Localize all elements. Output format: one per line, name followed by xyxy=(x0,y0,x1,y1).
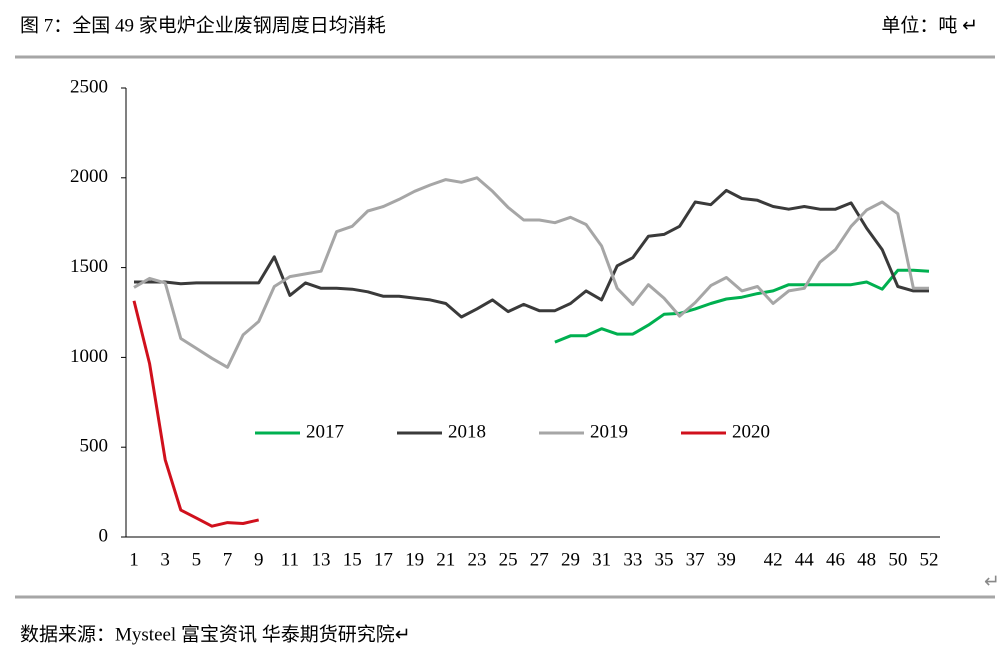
legend-label: 2019 xyxy=(590,421,628,442)
x-tick-label: 35 xyxy=(655,549,674,570)
x-tick-label: 31 xyxy=(592,549,611,570)
legend-label: 2017 xyxy=(306,421,344,442)
x-tick-label: 7 xyxy=(223,549,233,570)
y-tick-label: 1000 xyxy=(70,346,108,367)
x-tick-label: 27 xyxy=(530,549,549,570)
legend-label: 2020 xyxy=(732,421,770,442)
x-tick-label: 23 xyxy=(467,549,486,570)
x-tick-label: 15 xyxy=(343,549,362,570)
x-tick-label: 1 xyxy=(129,549,139,570)
x-tick-label: 5 xyxy=(192,549,202,570)
series-line xyxy=(554,268,930,344)
x-tick-label: 42 xyxy=(764,549,783,570)
y-tick-label: 2500 xyxy=(70,76,108,97)
chart-title: 图 7：全国 49 家电炉企业废钢周度日均消耗 xyxy=(20,14,386,36)
x-tick-label: 9 xyxy=(254,549,264,570)
series-line xyxy=(134,188,929,319)
series-line xyxy=(132,300,260,528)
x-tick-label: 21 xyxy=(436,549,455,570)
unit-label: 单位：吨 ↵ xyxy=(881,14,978,36)
x-tick-label: 48 xyxy=(857,549,876,570)
x-tick-label: 13 xyxy=(312,549,331,570)
x-tick-label: 3 xyxy=(160,549,170,570)
x-tick-label: 29 xyxy=(561,549,580,570)
legend-label: 2018 xyxy=(448,421,486,442)
paragraph-mark: ↵ xyxy=(984,571,1000,592)
y-tick-label: 2000 xyxy=(70,166,108,187)
x-tick-label: 17 xyxy=(374,549,393,570)
x-tick-label: 50 xyxy=(888,549,907,570)
x-tick-label: 39 xyxy=(717,549,736,570)
x-tick-label: 11 xyxy=(281,549,299,570)
x-tick-label: 52 xyxy=(920,549,939,570)
source-note: 数据来源：Mysteel 富宝资讯 华泰期货研究院↵ xyxy=(20,623,411,645)
x-tick-label: 33 xyxy=(623,549,642,570)
y-tick-label: 0 xyxy=(99,525,109,546)
series-line xyxy=(133,176,929,369)
y-tick-label: 500 xyxy=(80,436,109,457)
x-tick-label: 46 xyxy=(826,549,845,570)
x-tick-label: 19 xyxy=(405,549,424,570)
x-tick-label: 25 xyxy=(499,549,518,570)
x-tick-label: 44 xyxy=(795,549,815,570)
x-tick-label: 37 xyxy=(686,549,705,570)
y-tick-label: 1500 xyxy=(70,256,108,277)
